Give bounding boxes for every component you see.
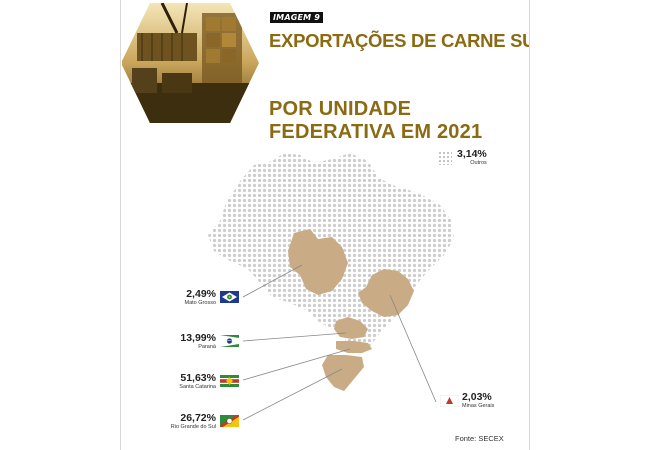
minas-gerais-label: 2,03% Minas Gerais xyxy=(462,391,494,409)
port-photo-hexagon xyxy=(122,3,259,123)
minas-gerais-shape xyxy=(358,269,414,317)
rio-grande-do-sul-flag-icon xyxy=(220,415,239,427)
mato-grosso-name: Mato Grosso xyxy=(184,300,216,306)
minas-gerais-name: Minas Gerais xyxy=(462,403,495,409)
rio-grande-do-sul-name: Rio Grande do Sul xyxy=(170,424,216,430)
outros-label: Outros xyxy=(470,160,487,166)
infographic-card: IMAGEM 9 EXPORTAÇÕES DE CARNE SUÍNA POR … xyxy=(122,3,529,447)
left-edge-line xyxy=(120,0,121,450)
mato-grosso-value: 2,49% xyxy=(186,288,216,300)
outros-dots-icon xyxy=(438,151,452,165)
rio-grande-do-sul-shape xyxy=(322,355,364,391)
santa-catarina-leader-line xyxy=(242,348,351,381)
rio-grande-do-sul-leader-line xyxy=(242,368,343,421)
mato-grosso-label: 2,49% Mato Grosso xyxy=(174,288,216,306)
page-subtitle: POR UNIDADE FEDERATIVA EM 2021 xyxy=(269,98,482,144)
mato-grosso-leader-line xyxy=(242,264,303,298)
santa-catarina-label: 51,63% Santa Catarina xyxy=(162,372,216,390)
parana-name: Paraná xyxy=(198,344,216,350)
minas-gerais-flag-icon xyxy=(440,395,459,407)
parana-flag-icon xyxy=(220,335,239,347)
right-edge-line xyxy=(529,0,530,450)
mato-grosso-shape xyxy=(288,229,348,295)
brand-logo: IMAGEM 9 xyxy=(270,12,324,23)
rio-grande-do-sul-value: 26,72% xyxy=(180,412,216,424)
rio-grande-do-sul-label: 26,72% Rio Grande do Sul xyxy=(150,412,216,430)
santa-catarina-name: Santa Catarina xyxy=(179,384,216,390)
santa-catarina-value: 51,63% xyxy=(180,372,216,384)
source-note: Fonte: SECEX xyxy=(455,434,504,443)
subtitle-line-2: FEDERATIVA EM 2021 xyxy=(269,121,483,143)
parana-value: 13,99% xyxy=(180,332,216,344)
parana-leader-line xyxy=(242,332,347,342)
santa-catarina-shape xyxy=(336,341,372,353)
brazil-map xyxy=(208,151,454,421)
subtitle-line-1: POR UNIDADE xyxy=(269,98,412,120)
outros-value: 3,14% xyxy=(457,148,487,160)
minas-gerais-leader-line xyxy=(389,294,437,403)
mato-grosso-flag-icon xyxy=(220,291,239,303)
page-title: EXPORTAÇÕES DE CARNE SUÍNA xyxy=(269,30,529,51)
parana-label: 13,99% Paraná xyxy=(166,332,216,350)
minas-gerais-value: 2,03% xyxy=(462,391,492,403)
santa-catarina-flag-icon xyxy=(220,375,239,387)
outros-legend: 3,14% Outros xyxy=(457,148,487,166)
